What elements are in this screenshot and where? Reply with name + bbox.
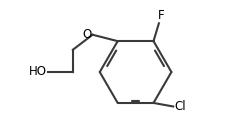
- Text: HO: HO: [29, 65, 47, 78]
- Text: F: F: [157, 9, 164, 22]
- Text: Cl: Cl: [174, 100, 186, 113]
- Text: O: O: [82, 28, 91, 41]
